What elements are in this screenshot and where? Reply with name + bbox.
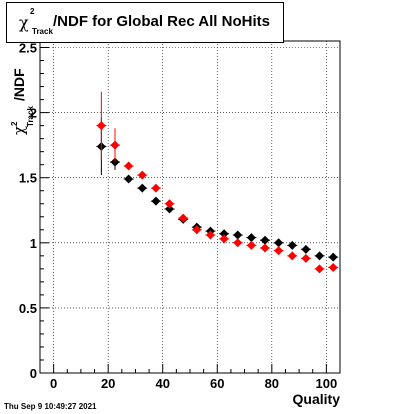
data-point xyxy=(328,252,338,262)
data-point xyxy=(274,246,284,256)
data-point xyxy=(260,235,270,245)
data-point xyxy=(219,234,229,244)
data-point xyxy=(301,244,311,254)
data-point xyxy=(151,196,161,206)
timestamp: Thu Sep 9 10:49:27 2021 xyxy=(4,402,97,411)
data-point xyxy=(110,140,120,150)
chart-title: /NDF for Global Rec All NoHits xyxy=(53,13,270,30)
data-point xyxy=(233,230,243,240)
x-tick-label: 20 xyxy=(101,376,115,391)
x-tick-label: 60 xyxy=(210,376,224,391)
plot-frame xyxy=(39,40,341,374)
data-point xyxy=(274,238,284,248)
title-chi-symbol: χ xyxy=(19,13,29,32)
data-point xyxy=(287,251,297,261)
data-point xyxy=(246,233,256,243)
data-point xyxy=(315,251,325,261)
y-tick-label: 1.5 xyxy=(19,171,37,186)
y-axis-label-text: /NDF xyxy=(11,68,27,101)
series-0 xyxy=(96,117,339,262)
data-point xyxy=(124,161,134,171)
data-point xyxy=(192,225,202,235)
x-tick-label: 0 xyxy=(50,376,57,391)
y-tick-label: 2.5 xyxy=(19,41,37,56)
data-series xyxy=(96,91,339,274)
data-point xyxy=(124,174,134,184)
data-point xyxy=(328,263,338,273)
x-axis-label: Quality xyxy=(292,391,340,407)
title-superscript: 2 xyxy=(30,7,35,16)
data-point xyxy=(151,183,161,193)
y-axis-label-subscript: Track xyxy=(26,106,35,127)
data-point xyxy=(315,264,325,274)
grid xyxy=(40,41,340,374)
y-tick-label: 0.5 xyxy=(19,301,37,316)
data-point xyxy=(233,238,243,248)
y-axis-label: χ 2 Track /NDF xyxy=(10,68,35,135)
axis-ticks: 0 20 40 60 80 100 0 0.5 1 1.5 2 2.5 xyxy=(19,41,341,391)
data-point xyxy=(165,204,175,214)
y-tick-label: 2 xyxy=(30,106,37,121)
data-point xyxy=(287,240,297,250)
data-point xyxy=(178,213,188,223)
chart-title-box: χ 2 Track /NDF for Global Rec All NoHits xyxy=(6,2,284,43)
x-tick-label: 80 xyxy=(265,376,279,391)
title-subscript: Track xyxy=(32,27,53,36)
x-tick-label: 40 xyxy=(155,376,169,391)
data-point xyxy=(96,121,106,131)
y-axis-label-symbol: χ xyxy=(10,126,28,135)
data-point xyxy=(137,170,147,180)
data-point xyxy=(219,229,229,239)
data-point xyxy=(205,230,215,240)
data-point xyxy=(246,240,256,250)
x-tick-label: 100 xyxy=(316,376,338,391)
y-axis-label-superscript: 2 xyxy=(10,121,19,126)
data-point xyxy=(301,253,311,263)
y-tick-label: 0 xyxy=(30,366,37,381)
data-point xyxy=(260,243,270,253)
data-point xyxy=(165,199,175,209)
data-point xyxy=(137,183,147,193)
series-1 xyxy=(96,91,339,274)
y-tick-label: 1 xyxy=(30,236,37,251)
